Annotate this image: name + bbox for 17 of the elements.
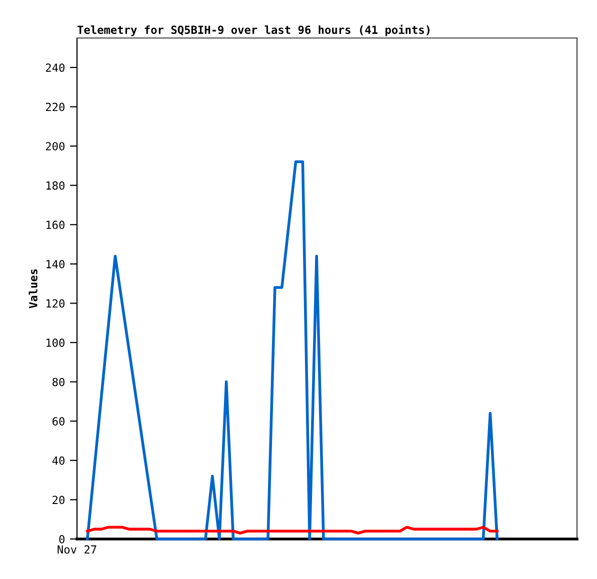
y-tick-label: 200 [46,142,64,150]
y-axis-title: Values [28,269,38,308]
y-tick-label: 180 [46,181,64,190]
y-tick-label: 240 [46,63,64,72]
text: Nov 27 [58,545,96,554]
y-tick-label: 140 [46,260,64,268]
y-tick-label: 80 [52,378,64,386]
chart-title: Telemetry for SQ5BIH-9 over last 96 hours (41 points) [77,24,430,36]
y-tick-label: 0 [59,535,64,544]
y-tick-label: 40 [52,456,64,465]
y-tick-label: 100 [46,338,64,347]
line-series [86,160,499,540]
y-tick-label: 60 [52,417,64,426]
y-tick-label: 220 [46,102,64,112]
y-tick-label: 160 [46,220,64,230]
y-tick-label: 20 [52,496,64,504]
y-tick-label: 120 [46,299,64,308]
